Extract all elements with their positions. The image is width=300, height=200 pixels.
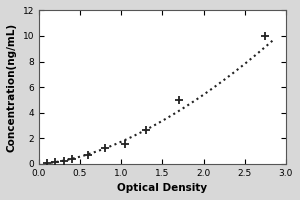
X-axis label: Optical Density: Optical Density xyxy=(117,183,207,193)
Y-axis label: Concentration(ng/mL): Concentration(ng/mL) xyxy=(7,22,17,152)
